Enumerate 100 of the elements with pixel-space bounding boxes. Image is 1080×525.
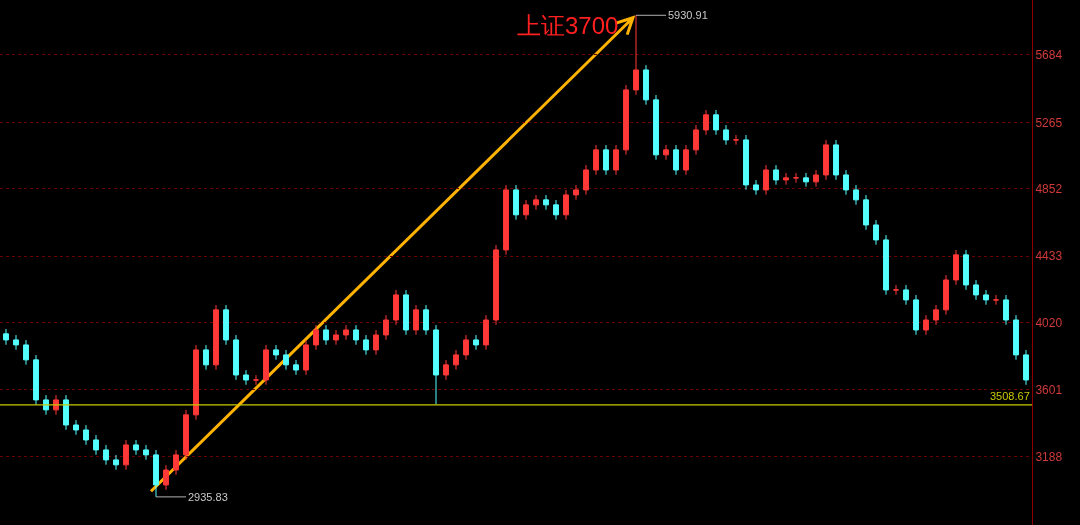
candlestick	[53, 394, 59, 416]
candlestick	[853, 184, 859, 206]
candlestick	[613, 144, 619, 176]
candlestick	[1013, 314, 1019, 361]
candlestick	[693, 124, 699, 156]
candlestick	[373, 329, 379, 356]
candlestick	[183, 409, 189, 461]
candlestick	[63, 394, 69, 431]
candlestick	[633, 14, 639, 96]
candlestick	[653, 94, 659, 161]
candlestick	[323, 324, 329, 346]
candlestick	[953, 249, 959, 286]
candlestick	[703, 109, 709, 136]
candlestick	[343, 324, 349, 341]
candlestick	[73, 419, 79, 436]
candlestick	[773, 164, 779, 186]
candlestick	[713, 109, 719, 136]
y-tick-label: 4852	[1035, 181, 1063, 196]
candlestick	[673, 144, 679, 176]
candlestick	[213, 304, 219, 371]
candlestick	[443, 359, 449, 381]
candlestick	[103, 444, 109, 466]
candlestick	[883, 234, 889, 296]
candlestick	[403, 289, 409, 336]
candlestick	[533, 194, 539, 211]
candlestick	[13, 334, 19, 351]
candlestick	[353, 324, 359, 346]
candlestick	[273, 344, 279, 361]
candlestick	[173, 449, 179, 476]
candlestick	[753, 179, 759, 196]
candlestick	[503, 184, 509, 256]
candlestick	[593, 144, 599, 176]
candlestick	[543, 194, 549, 211]
candlestick	[973, 279, 979, 301]
candlestick	[983, 289, 989, 306]
candlestick	[783, 172, 789, 186]
candlestick	[893, 284, 899, 296]
candlestick	[223, 304, 229, 346]
candlestick	[283, 349, 289, 371]
candlestick	[333, 329, 339, 346]
candlestick	[803, 172, 809, 188]
y-tick-label: 4433	[1035, 249, 1063, 264]
candlestick	[33, 354, 39, 406]
candlestick	[243, 369, 249, 386]
candlestick	[423, 304, 429, 336]
candlestick	[483, 314, 489, 351]
candlestick	[553, 199, 559, 221]
candlestick	[453, 349, 459, 371]
candlestick	[83, 424, 89, 446]
y-tick-label: 5265	[1035, 115, 1063, 130]
candlestick	[123, 439, 129, 471]
candlestick	[203, 344, 209, 371]
candlestick	[623, 84, 629, 156]
candlestick	[583, 164, 589, 196]
candlestick	[413, 304, 419, 336]
candlestick	[303, 339, 309, 376]
candlestick	[233, 334, 239, 381]
candlestick	[143, 444, 149, 461]
candlestick	[383, 314, 389, 341]
candlestick	[393, 289, 399, 326]
candlestick	[873, 219, 879, 246]
candlestick	[823, 139, 829, 181]
candlestick	[23, 339, 29, 366]
candlestick	[513, 184, 519, 221]
candlestick	[573, 184, 579, 201]
candlestick	[563, 189, 569, 221]
candlestick	[683, 144, 689, 176]
y-tick-label: 5684	[1035, 48, 1063, 63]
candlestick	[363, 334, 369, 356]
candlestick	[523, 199, 529, 221]
candlestick	[603, 144, 609, 176]
candlestick	[943, 274, 949, 316]
candlestick	[493, 244, 499, 326]
candlestick	[153, 449, 159, 498]
candlestick	[463, 334, 469, 361]
candlestick	[813, 169, 819, 188]
candlestick	[933, 304, 939, 326]
candlestick	[43, 394, 49, 416]
y-tick-label: 3188	[1035, 449, 1063, 464]
candlestick	[253, 374, 259, 386]
annotation: 2935.83	[188, 491, 228, 503]
candlestick	[663, 144, 669, 161]
candlestick	[263, 344, 269, 386]
candlestick	[723, 124, 729, 146]
candlestick	[473, 334, 479, 351]
ref-line-label: 3508.67	[990, 390, 1030, 402]
candlestick	[903, 284, 909, 306]
y-tick-label: 3601	[1035, 383, 1063, 398]
candlestick	[1003, 294, 1009, 326]
candlestick	[433, 324, 439, 406]
candlestick	[3, 328, 9, 346]
candlestick	[643, 64, 649, 106]
candlestick	[313, 324, 319, 351]
candlestick	[843, 169, 849, 196]
candlestick	[93, 434, 99, 456]
candlestick	[913, 294, 919, 336]
y-tick-label: 4020	[1035, 315, 1063, 330]
candlestick	[923, 314, 929, 336]
annotation: 5930.91	[668, 9, 708, 21]
candlestick	[1023, 349, 1029, 386]
